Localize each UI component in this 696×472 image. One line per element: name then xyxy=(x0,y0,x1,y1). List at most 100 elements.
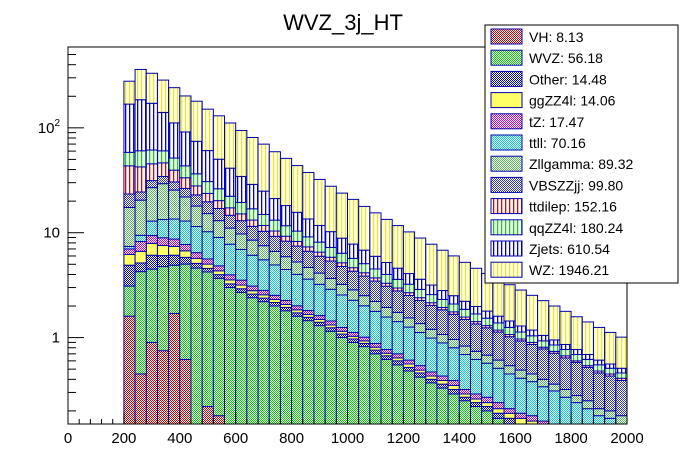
bar-ggzz4l-bin-10 xyxy=(235,284,248,290)
x-tick-label: 600 xyxy=(223,430,248,447)
bar-ttdilep-bin-10 xyxy=(235,213,248,222)
bar-zjets-bin-44 xyxy=(615,367,628,374)
bar-zjets-bin-1 xyxy=(134,99,147,152)
bar-other-bin-8 xyxy=(212,274,226,279)
bar-tz-bin-25 xyxy=(402,359,416,365)
bar-zjets-bin-7 xyxy=(201,150,214,183)
bar-vh-bin-5 xyxy=(179,358,192,425)
bar-other-bin-10 xyxy=(235,288,248,293)
bar-zllgamma-bin-20 xyxy=(347,289,360,301)
bar-qqzz4l-bin-29 xyxy=(447,303,460,313)
bar-ttll-bin-27 xyxy=(425,337,438,373)
bar-qqzz4l-bin-12 xyxy=(257,213,270,226)
bar-ttll-bin-20 xyxy=(347,299,360,333)
bar-zjets-bin-18 xyxy=(324,231,337,248)
bar-zjets-bin-41 xyxy=(581,353,594,360)
bar-qqzz4l-bin-9 xyxy=(224,195,237,209)
bar-wz-bin-31 xyxy=(469,267,483,307)
legend-entry-ggzz4l: ggZZ4l: 14.06 xyxy=(490,92,616,109)
bar-other-bin-33 xyxy=(492,412,505,419)
bar-zjets-bin-16 xyxy=(302,218,315,238)
bars-layer xyxy=(123,68,628,425)
bar-zllgamma-bin-33 xyxy=(492,359,505,369)
bar-wz-bin-22 xyxy=(369,212,382,257)
bar-wz-bin-33 xyxy=(492,278,505,317)
bar-ggzz4l-bin-0 xyxy=(123,253,136,266)
bar-ttdilep-bin-11 xyxy=(246,219,259,227)
series-vbszzjj xyxy=(123,176,628,417)
bar-vbszzjj-bin-32 xyxy=(481,327,494,356)
bar-tz-bin-14 xyxy=(279,299,293,305)
bar-other-bin-6 xyxy=(190,262,203,269)
bar-tz-bin-31 xyxy=(469,393,483,400)
bar-other-bin-5 xyxy=(179,256,192,265)
bar-ttll-bin-10 xyxy=(235,248,248,281)
bar-vbszzjj-bin-17 xyxy=(313,255,326,274)
bar-qqzz4l-bin-13 xyxy=(268,219,281,232)
legend-swatch xyxy=(490,70,523,87)
bar-wvz-bin-6 xyxy=(190,267,203,425)
bar-zjets-bin-34 xyxy=(503,320,516,328)
bar-qqzz4l-bin-44 xyxy=(615,372,628,379)
bar-vbszzjj-bin-23 xyxy=(380,285,393,308)
bar-other-bin-11 xyxy=(246,293,259,299)
bar-tz-bin-23 xyxy=(380,348,393,354)
bar-vbszzjj-bin-38 xyxy=(548,352,561,385)
bar-wz-bin-12 xyxy=(257,143,270,192)
legend-label: VH: 8.13 xyxy=(529,29,584,45)
bar-wz-bin-0 xyxy=(123,80,136,105)
series-zllgamma xyxy=(123,183,628,425)
bar-zllgamma-bin-2 xyxy=(145,187,158,222)
bar-zllgamma-bin-39 xyxy=(559,388,572,398)
bar-zjets-bin-26 xyxy=(414,278,427,290)
bar-tz-bin-29 xyxy=(447,379,460,386)
bar-ttdilep-bin-18 xyxy=(324,256,337,262)
bar-wz-bin-43 xyxy=(604,331,617,365)
bar-wz-bin-15 xyxy=(291,165,304,213)
bar-zjets-bin-38 xyxy=(548,339,561,346)
bar-other-bin-2 xyxy=(145,254,158,270)
bar-zllgamma-bin-35 xyxy=(514,369,527,379)
bar-qqzz4l-bin-36 xyxy=(525,335,539,343)
legend-swatch xyxy=(490,49,523,66)
bar-vbszzjj-bin-13 xyxy=(268,235,281,252)
bar-wvz-bin-23 xyxy=(380,358,393,425)
bar-ttll-bin-37 xyxy=(537,386,550,422)
bar-vbszzjj-bin-36 xyxy=(525,343,539,375)
bar-zjets-bin-19 xyxy=(335,237,349,254)
bar-vbszzjj-bin-30 xyxy=(458,318,471,347)
bar-wz-bin-28 xyxy=(436,249,449,292)
bar-zllgamma-bin-34 xyxy=(503,365,516,375)
legend-label: tZ: 17.47 xyxy=(529,114,584,130)
bar-tz-bin-6 xyxy=(190,252,203,259)
bar-vbszzjj-bin-42 xyxy=(592,372,606,410)
axes-layer: 0 200 400 600 800 1000 1200 1400 1600 1800 2000 1 10… xyxy=(38,54,644,447)
bar-vbszzjj-bin-16 xyxy=(302,250,315,268)
bar-ttll-bin-42 xyxy=(592,415,606,425)
bar-ggzz4l-bin-3 xyxy=(156,245,170,257)
bar-zllgamma-bin-26 xyxy=(414,323,427,333)
legend-swatch xyxy=(490,134,523,151)
bar-wz-bin-5 xyxy=(179,95,192,133)
y-tick-label: 10 xyxy=(43,225,60,242)
bar-tz-bin-9 xyxy=(224,274,237,281)
bar-wvz-bin-10 xyxy=(235,291,248,425)
bar-wz-bin-8 xyxy=(212,115,226,160)
bar-tz-bin-0 xyxy=(123,248,136,255)
bar-ttll-bin-6 xyxy=(190,226,203,254)
bar-vbszzjj-bin-1 xyxy=(134,191,147,201)
y-tick-label: 1 xyxy=(52,330,60,347)
bar-other-bin-9 xyxy=(224,283,237,289)
x-tick-label: 1800 xyxy=(554,430,587,447)
bar-ggzz4l-bin-33 xyxy=(492,408,505,414)
bar-qqzz4l-bin-19 xyxy=(335,252,349,264)
bar-wz-bin-13 xyxy=(268,151,281,200)
bar-other-bin-31 xyxy=(469,402,483,408)
bar-wvz-bin-26 xyxy=(414,376,427,425)
legend-label: WZ: 1946.21 xyxy=(529,262,609,278)
bar-zllgamma-bin-4 xyxy=(168,189,181,220)
bar-ggzz4l-bin-29 xyxy=(447,384,460,390)
bar-wz-bin-42 xyxy=(592,326,606,361)
bar-vbszzjj-bin-10 xyxy=(235,220,248,235)
bar-ttll-bin-43 xyxy=(604,417,617,425)
